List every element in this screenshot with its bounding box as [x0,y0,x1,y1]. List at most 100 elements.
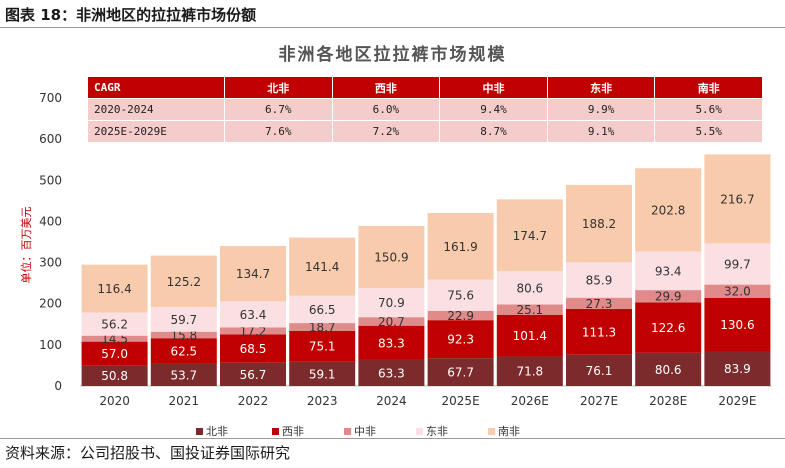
source-note: 资料来源：公司招股书、国投证券国际研究 [5,444,291,462]
legend-label: 中非 [354,425,376,438]
bar-segment [704,243,771,285]
bar-segment [496,356,563,386]
data-label: 17.2 [240,324,267,338]
legend-label: 西非 [282,425,304,438]
bar-segment [220,362,286,386]
data-label: 66.5 [309,303,336,317]
legend-item: 中非 [344,423,376,439]
data-label: 76.1 [586,364,613,378]
legend-swatch [196,427,203,435]
data-label: 57.0 [101,347,128,361]
data-label: 68.5 [240,342,267,356]
data-label: 202.8 [651,203,685,217]
data-label: 161.9 [443,240,477,254]
legend-item: 西非 [272,423,304,439]
bar-segment [635,168,702,252]
figure-title: 图表 18：非洲地区的拉拉裤市场份额 [5,6,257,24]
data-label: 27.3 [586,297,613,311]
data-label: 75.1 [309,340,336,354]
x-tick-label: 2029E [718,394,756,408]
legend-item: 北非 [196,423,228,439]
x-tick-label: 2027E [580,394,618,408]
bottom-rule [0,438,785,439]
x-tick-label: 2020 [99,394,130,408]
bar-segment [358,359,425,386]
bar-segment [289,237,356,296]
bar-segment [566,308,632,355]
bar-segment [81,312,148,336]
bar-segment [704,351,771,386]
bar-segment [150,338,217,364]
legend-label: 东非 [426,425,448,438]
data-label: 15.8 [170,328,197,342]
data-label: 111.3 [582,325,616,339]
data-label: 101.4 [513,329,547,343]
bar-segment [566,262,632,298]
y-tick-label: 100 [39,338,62,352]
y-tick-label: 600 [39,132,62,146]
data-label: 32.0 [724,285,751,299]
data-label: 25.1 [516,303,543,317]
y-axis-ticks: 0 100 200 300 400 500 600 700 [39,91,62,393]
table-cell: 5.5% [654,120,763,143]
data-label: 85.9 [586,273,613,287]
bar-segment [81,365,148,386]
y-tick-label: 200 [39,297,62,311]
x-tick-label: 2022 [238,394,269,408]
bar-segment [220,245,286,302]
data-label: 83.9 [724,362,751,376]
x-tick-label: 2028E [649,394,687,408]
legend-swatch [488,427,495,435]
data-label: 99.7 [724,258,751,272]
bar-segment [427,213,494,280]
data-label: 18.7 [309,320,336,334]
bar-segment [427,358,494,386]
bar-segment [496,271,563,305]
legend-label: 南非 [498,425,520,438]
data-label: 22.9 [447,309,474,323]
bar-segment [289,295,356,324]
bar-segment [220,334,286,363]
table-row-label: 2025E-2029E [87,120,225,143]
data-label: 141.4 [305,260,339,274]
legend-swatch [416,427,423,435]
x-tick-label: 2025E [442,394,480,408]
bar-segment [635,352,702,386]
data-label: 62.5 [170,345,197,359]
data-label: 174.7 [513,229,547,243]
y-tick-label: 700 [39,91,62,105]
x-tick-label: 2024 [376,394,407,408]
data-label: 216.7 [720,192,754,206]
bar-segment [358,317,425,326]
data-label: 50.8 [101,369,128,383]
bar-segment [496,304,563,315]
data-label: 122.6 [651,321,685,335]
bar-segment [220,327,286,335]
data-label: 67.7 [447,366,474,380]
bar-segment [220,301,286,328]
data-label: 59.7 [170,313,197,327]
bar-segment [704,297,771,352]
y-tick-label: 300 [39,256,62,270]
bar-segment [289,361,356,386]
data-label: 188.2 [582,217,616,231]
table-cell: 9.4% [439,98,548,121]
table-header-cell: 西非 [331,76,441,99]
x-axis-labels: 2020 2021 2022 2023 2024 2025E 2026E 2027E 2028E… [99,394,756,408]
table-header-cell: 中非 [439,76,548,99]
data-label: 63.4 [240,308,267,322]
y-axis-label: 单位：百万美元 [19,207,33,284]
table-cell: 6.7% [224,98,333,121]
table-header-cell: 北非 [224,76,333,99]
data-label: 130.6 [720,318,754,332]
table-cell: 9.9% [546,98,656,121]
table-row: 2020-2024 6.7% 6.0% 9.4% 9.9% 5.6% [87,98,763,121]
bar-segment [566,297,632,309]
bar-segment [150,255,217,308]
data-label: 29.9 [655,290,682,304]
table-cell: 5.6% [654,98,763,121]
data-label: 70.9 [378,296,405,310]
bar-segment [427,320,494,359]
table-cell: 8.7% [439,120,548,143]
